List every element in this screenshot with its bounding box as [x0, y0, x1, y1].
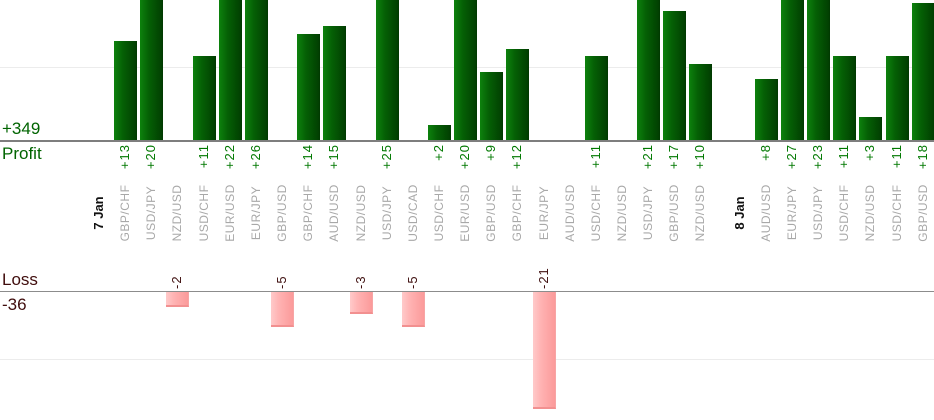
- pair-label: USD/JPY: [641, 185, 656, 241]
- pair-label: GBP/CHF: [301, 184, 316, 242]
- loss-value-label: -5: [274, 275, 290, 289]
- pair-label: EUR/USD: [458, 184, 473, 242]
- profit-bar: [218, 0, 242, 140]
- loss-bar: [166, 292, 190, 307]
- loss-gridline: [0, 359, 934, 360]
- profit-bar: [375, 0, 399, 140]
- profit-axis-line: [0, 140, 934, 142]
- profit-value-label: +9: [483, 144, 499, 161]
- profit-bar: [454, 0, 478, 140]
- pair-label: GBP/CHF: [510, 184, 525, 242]
- pair-label: EUR/JPY: [784, 185, 799, 241]
- loss-total: -36: [2, 295, 27, 314]
- pair-label: AUD/USD: [562, 184, 577, 242]
- pair-label: EUR/USD: [222, 184, 237, 242]
- profit-value-label: +21: [640, 144, 656, 170]
- loss-value-label: -21: [535, 267, 551, 289]
- profit-value-label: +11: [195, 144, 211, 169]
- profit-bar: [297, 34, 321, 140]
- profit-bar: [859, 117, 883, 140]
- pair-label: USD/CHF: [431, 184, 446, 242]
- profit-value-label: +3: [862, 144, 878, 161]
- pair-label: USD/CHF: [588, 184, 603, 242]
- profit-value-label: +8: [757, 144, 773, 161]
- profit-value-label: +2: [430, 144, 446, 161]
- profit-bar: [780, 0, 804, 140]
- profit-bar: [140, 0, 164, 140]
- profit-value-label: +23: [810, 144, 826, 170]
- profit-value-label: +11: [587, 144, 603, 169]
- pair-label: NZD/USD: [693, 184, 708, 242]
- pair-label: NZD/USD: [353, 184, 368, 242]
- profit-bar: [637, 0, 661, 140]
- profit-bar: [427, 125, 451, 140]
- profit-bar: [584, 56, 608, 140]
- profit-value-label: +14: [300, 144, 316, 170]
- pair-label: NZD/USD: [170, 184, 185, 242]
- pair-label: EUR/JPY: [248, 185, 263, 241]
- pair-label: GBP/USD: [915, 184, 930, 242]
- profit-value-label: +13: [117, 144, 133, 170]
- profit-bar: [506, 49, 530, 140]
- profit-bar: [885, 56, 909, 140]
- profit-value-label: +20: [143, 144, 159, 170]
- profit-value-label: +17: [666, 144, 682, 170]
- profit-total: +349: [2, 119, 41, 138]
- profit-value-label: +22: [221, 144, 237, 170]
- pair-label: USD/JPY: [811, 185, 826, 241]
- profit-value-label: +10: [692, 144, 708, 170]
- date-label: 7 Jan: [91, 196, 106, 230]
- loss-bar: [271, 292, 295, 327]
- pair-label: USD/CHF: [196, 184, 211, 242]
- loss-bar: [401, 292, 425, 327]
- profit-bar: [911, 3, 934, 140]
- pair-label: AUD/USD: [758, 184, 773, 242]
- profit-bar: [192, 56, 216, 140]
- pair-label: NZD/USD: [863, 184, 878, 242]
- profit-value-label: +25: [378, 144, 394, 170]
- pair-label: GBP/USD: [484, 184, 499, 242]
- profit-bar: [754, 79, 778, 140]
- profit-bar: [689, 64, 713, 140]
- profit-value-label: +27: [783, 144, 799, 170]
- profit-value-label: +15: [326, 144, 342, 170]
- profit-bar: [480, 72, 504, 140]
- profit-bar: [244, 0, 268, 140]
- loss-axis-line: [0, 291, 934, 292]
- profit-bar: [323, 26, 347, 140]
- profit-bar: [114, 41, 138, 140]
- profit-value-label: +18: [914, 144, 930, 170]
- pair-label: GBP/USD: [275, 184, 290, 242]
- pair-label: GBP/USD: [667, 184, 682, 242]
- loss-value-label: -5: [404, 275, 420, 289]
- loss-section-label: Loss: [2, 270, 38, 289]
- date-label: 8 Jan: [731, 196, 747, 230]
- pair-label: AUD/USD: [327, 184, 342, 242]
- profit-value-label: +12: [509, 144, 525, 170]
- pair-label: USD/CHF: [837, 184, 852, 242]
- pair-label: USD/CAD: [405, 184, 420, 242]
- loss-bar: [532, 292, 556, 409]
- loss-bar: [349, 292, 373, 314]
- pair-label: USD/JPY: [144, 185, 159, 241]
- pair-label: GBP/CHF: [118, 184, 133, 242]
- profit-value-label: +11: [888, 144, 904, 169]
- pair-label: EUR/JPY: [536, 185, 551, 241]
- profit-bar: [663, 11, 687, 140]
- profit-bar: [807, 0, 831, 140]
- profit-bar: [833, 56, 857, 140]
- pair-label: USD/JPY: [379, 185, 394, 241]
- profit-section-label: Profit: [2, 144, 42, 163]
- profit-value-label: +26: [247, 144, 263, 170]
- profit-value-label: +11: [836, 144, 852, 169]
- profit-value-label: +20: [457, 144, 473, 170]
- pair-label: NZD/USD: [615, 184, 629, 242]
- loss-value-label: -2: [169, 275, 185, 289]
- pair-label: USD/CHF: [889, 184, 904, 242]
- loss-value-label: -3: [352, 275, 368, 289]
